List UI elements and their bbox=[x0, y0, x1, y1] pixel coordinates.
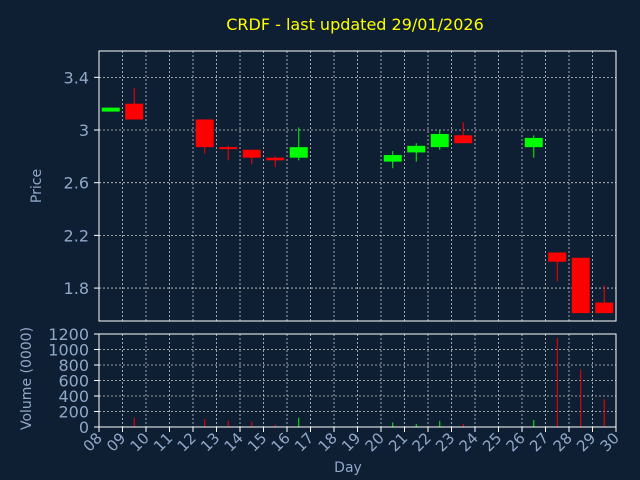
candle-body bbox=[524, 137, 543, 148]
x-tick-label: 15 bbox=[244, 429, 270, 455]
price-tick-label: 3.4 bbox=[64, 68, 89, 87]
candle-body bbox=[595, 302, 614, 314]
candle-body bbox=[266, 157, 285, 161]
x-tick-label: 14 bbox=[221, 429, 247, 455]
candle-body bbox=[430, 133, 449, 148]
candle-body bbox=[454, 135, 473, 144]
x-tick-label: 11 bbox=[150, 429, 176, 455]
price-axis-label: Price bbox=[29, 169, 45, 203]
candles bbox=[101, 87, 614, 314]
x-tick-label: 27 bbox=[526, 429, 552, 455]
x-tick-label: 10 bbox=[127, 429, 153, 455]
candle-body bbox=[195, 119, 214, 148]
price-tick-label: 3 bbox=[79, 121, 89, 140]
candle-body bbox=[101, 107, 120, 112]
candle-body bbox=[125, 103, 144, 120]
x-tick-label: 19 bbox=[338, 429, 364, 455]
candle-body bbox=[219, 147, 238, 150]
x-tick-label: 16 bbox=[268, 429, 294, 455]
axes bbox=[94, 50, 617, 432]
volume-axis-label: Volume (0000) bbox=[19, 327, 35, 430]
price-tick-label: 2.6 bbox=[64, 174, 89, 193]
x-tick-label: 24 bbox=[456, 429, 482, 455]
x-tick-label: 22 bbox=[409, 429, 435, 455]
candle-body bbox=[289, 147, 308, 158]
x-tick-label: 28 bbox=[550, 429, 576, 455]
x-tick-label: 23 bbox=[432, 429, 458, 455]
candle-body bbox=[548, 252, 567, 262]
x-tick-label: 17 bbox=[291, 429, 317, 455]
x-tick-label: 09 bbox=[103, 429, 129, 455]
candle-body bbox=[383, 155, 402, 162]
volume-grid bbox=[99, 333, 616, 428]
x-tick-label: 29 bbox=[573, 429, 599, 455]
volume-tick-label: 0 bbox=[79, 418, 89, 437]
x-tick-label: 18 bbox=[315, 429, 341, 455]
volume-bars bbox=[110, 337, 605, 427]
volume-tick-label: 600 bbox=[58, 372, 89, 391]
price-panel-frame bbox=[98, 50, 617, 322]
price-tick-label: 2.2 bbox=[64, 226, 89, 245]
candle-body bbox=[571, 257, 590, 314]
volume-tick-label: 200 bbox=[58, 403, 89, 422]
x-tick-label: 20 bbox=[362, 429, 388, 455]
x-tick-label: 13 bbox=[197, 429, 223, 455]
candle-body bbox=[242, 149, 261, 158]
x-tick-label: 21 bbox=[385, 429, 411, 455]
tick-labels: 3.432.62.21.8120010008006004002000080910… bbox=[48, 68, 623, 455]
volume-tick-label: 800 bbox=[58, 356, 89, 375]
x-tick-label: 30 bbox=[597, 429, 623, 455]
price-tick-label: 1.8 bbox=[64, 279, 89, 298]
volume-tick-label: 1000 bbox=[48, 341, 89, 360]
x-tick-label: 26 bbox=[503, 429, 529, 455]
x-tick-label: 12 bbox=[174, 429, 200, 455]
candle-body bbox=[407, 145, 426, 153]
price-grid bbox=[99, 51, 616, 321]
volume-tick-label: 1200 bbox=[48, 325, 89, 344]
chart-title: CRDF - last updated 29/01/2026 bbox=[226, 15, 484, 34]
volume-tick-label: 400 bbox=[58, 387, 89, 406]
x-tick-label: 25 bbox=[479, 429, 505, 455]
x-axis-label: Day bbox=[334, 460, 362, 476]
